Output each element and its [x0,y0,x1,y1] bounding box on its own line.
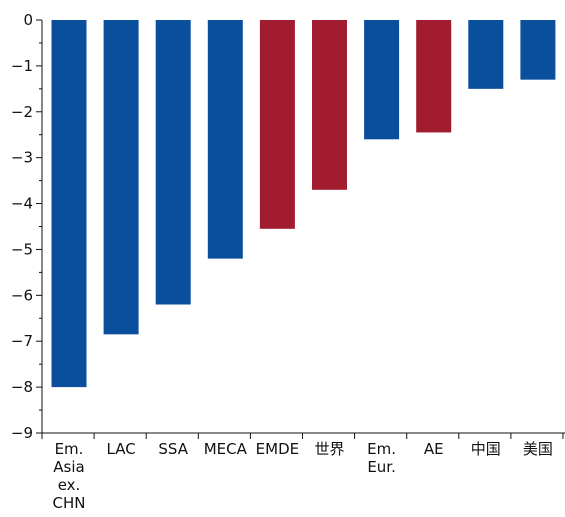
bar-4 [259,20,295,229]
x-tick-label: 中国 [471,440,501,458]
y-tick-label: −3 [11,149,33,167]
bar-1 [103,20,139,335]
x-tick-label: Eur. [367,458,396,476]
bar-9 [520,20,556,80]
bar-0 [51,20,87,388]
y-tick-label: −5 [11,240,33,258]
bar-7 [416,20,452,133]
x-tick-label: Em. [367,440,396,458]
x-ticks [41,433,564,439]
y-tick-label: −6 [11,286,33,304]
y-tick-label: −9 [11,424,33,442]
y-tick-label: −4 [11,195,33,213]
x-tick-label: SSA [158,440,188,458]
bar-6 [364,20,400,140]
bar-8 [468,20,504,89]
y-tick-label: −1 [11,57,33,75]
bar-2 [155,20,191,305]
y-tick-label: −8 [11,378,33,396]
y-tick-label: −2 [11,103,33,121]
bar-3 [207,20,243,259]
y-tick-label: −7 [11,332,33,350]
x-tick-label: ex. [58,476,81,494]
y-ticks: 0 −1 −2 −3 −4 −5 −6 −7 −8 −9 [11,11,42,442]
x-tick-label: CHN [53,494,86,512]
y-tick-label: 0 [23,11,33,29]
x-tick-label: AE [424,440,444,458]
x-tick-label: MECA [204,440,248,458]
x-tick-label: 美国 [523,440,553,458]
bar-5 [312,20,347,190]
x-tick-label: EMDE [256,440,299,458]
x-tick-label: Asia [53,458,84,476]
x-tick-label: Em. [55,440,84,458]
bars [51,20,556,388]
x-tick-label: 世界 [314,440,344,458]
x-tick-label: LAC [107,440,136,458]
